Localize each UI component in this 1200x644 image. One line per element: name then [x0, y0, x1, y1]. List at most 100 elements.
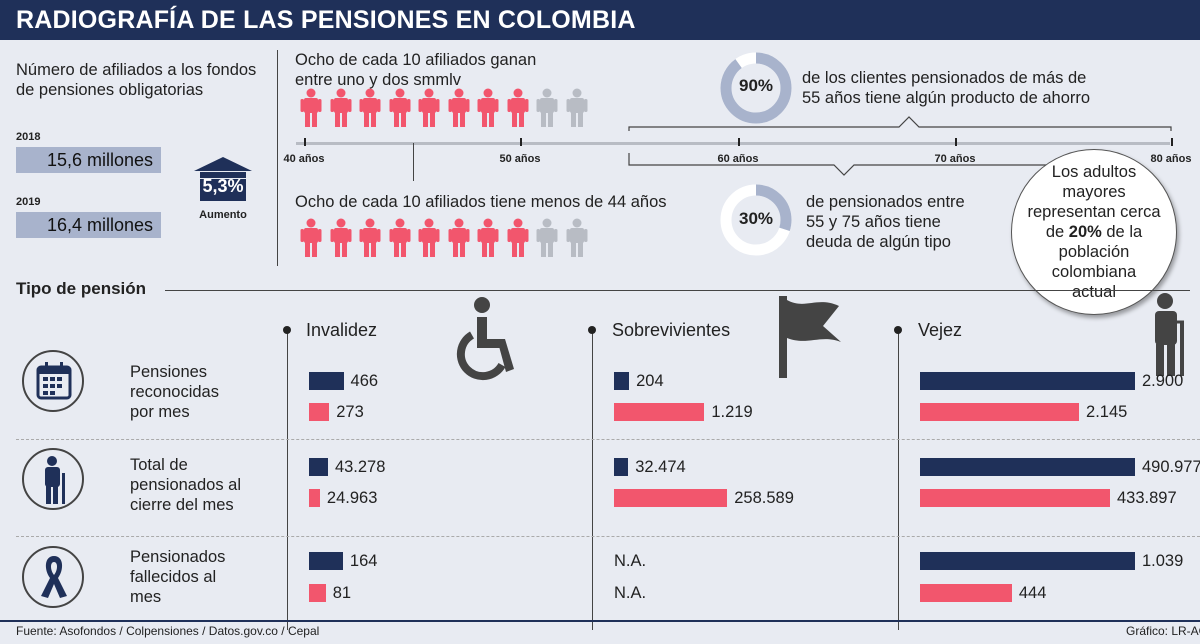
bar-value-label: 444 [1018, 584, 1047, 602]
section-title: Tipo de pensión [16, 279, 147, 298]
bar-value-label: N.A. [614, 552, 647, 570]
axis-tick [738, 138, 740, 146]
growth-pct: 5,3% [202, 176, 244, 196]
person-icon [330, 88, 351, 127]
donut-value-arc [720, 184, 792, 256]
header-bar [0, 0, 1200, 40]
year-2018: 2018 [16, 131, 41, 143]
stat-top-pct: 90% [738, 76, 774, 95]
bar-value-label: 1.039 [1142, 552, 1184, 570]
bar [614, 489, 728, 507]
row-label-fallecidos: Pensionados fallecidos al mes [130, 548, 226, 606]
bar-value-label: 1.219 [711, 403, 753, 421]
house-icon [194, 157, 252, 201]
bar [614, 458, 629, 476]
ribbon-icon [41, 556, 67, 598]
year-2019: 2019 [16, 196, 41, 208]
donut-30 [720, 184, 792, 256]
axis-tick [520, 138, 522, 146]
age-brackets [628, 116, 1172, 176]
bar [309, 458, 328, 476]
bar-value-label: 204 [636, 372, 664, 390]
axis-tick [1171, 138, 1173, 146]
vejez-dot [894, 326, 902, 334]
bar [920, 489, 1110, 507]
person-icon [418, 218, 440, 257]
section-rule [165, 290, 1190, 291]
person-icon [300, 88, 322, 127]
category-vejez: Vejez [918, 320, 963, 340]
person-icon [448, 218, 469, 257]
category-invalidez: Invalidez [306, 320, 378, 340]
axis-divider-44 [413, 143, 414, 181]
bar-value-label: N.A. [614, 584, 647, 602]
row-divider-1 [16, 439, 1200, 440]
person-icon [536, 218, 558, 257]
person-icon [389, 88, 410, 127]
person-icon [300, 218, 322, 257]
footer-credit: Gráfico: LR-AG [1126, 624, 1200, 638]
footer-rule [0, 620, 1200, 622]
person-icon [507, 218, 528, 257]
person-icon [389, 218, 410, 257]
axis-tick-label: 40 años [283, 153, 325, 165]
left-divider [277, 50, 278, 266]
person-icon [448, 88, 469, 127]
callout-bold: 20% [1068, 223, 1102, 241]
bar [614, 372, 630, 390]
sobrevivientes-dot [588, 326, 596, 334]
growth-label: Aumento [199, 209, 247, 221]
bar-value-label: 2.900 [1142, 372, 1184, 390]
bar-value-label: 81 [332, 584, 352, 602]
bar [920, 372, 1135, 390]
bar-value-label: 2.145 [1086, 403, 1128, 421]
elderly-person-icon [45, 456, 65, 504]
bar-value-label: 273 [336, 403, 364, 421]
person-icon [536, 88, 558, 127]
stat-bottom-pct: 30% [738, 209, 774, 228]
invalidez-rule [287, 330, 288, 630]
bar [920, 458, 1135, 476]
stat-top-text: de los clientes pensionados de más de 55… [802, 69, 1091, 107]
person-icon [566, 88, 587, 127]
bar-value-label: 164 [349, 552, 378, 570]
bar-value-label: 258.589 [734, 489, 794, 507]
axis-tick [955, 138, 957, 146]
vejez-rule [898, 330, 899, 630]
row-label-reconocidas: Pensiones reconocidas por mes [130, 363, 219, 421]
bar-value-label: 433.897 [1117, 489, 1177, 507]
person-icon [330, 218, 351, 257]
people-top-text: Ocho de cada 10 afiliados ganan entre un… [295, 51, 537, 89]
bar [920, 552, 1135, 570]
bar [309, 403, 330, 421]
bar-value-label: 490.977 [1142, 458, 1200, 476]
donut-value-arc [720, 52, 792, 124]
bar [920, 584, 1012, 602]
person-icon [477, 218, 499, 257]
afiliados-2018-box: 15,6 millones [16, 147, 161, 173]
callout-circle [1011, 149, 1177, 315]
sobrevivientes-rule [592, 330, 593, 630]
row-label-total: Total de pensionados al cierre del mes [130, 456, 242, 514]
age-axis [296, 142, 1170, 145]
axis-tick-label: 80 años [1150, 153, 1192, 165]
flag-icon [779, 296, 841, 378]
person-icon [418, 88, 440, 127]
bar-value-label: 32.474 [635, 458, 686, 476]
row-divider-2 [16, 536, 1200, 537]
bar [309, 584, 326, 602]
bar [309, 372, 344, 390]
people-bottom-text: Ocho de cada 10 afiliados tiene menos de… [295, 193, 667, 211]
person-icon [359, 218, 381, 257]
afiliados-label: Número de afiliados a los fondos de pens… [16, 61, 257, 99]
footer-source: Fuente: Asofondos / Colpensiones / Datos… [16, 624, 320, 638]
bar-value-label: 466 [350, 372, 379, 390]
person-icon [507, 88, 528, 127]
calendar-icon [36, 362, 72, 400]
elderly-person-icon [1155, 293, 1184, 376]
category-sobrevivientes: Sobrevivientes [612, 320, 731, 340]
axis-tick-label: 50 años [499, 153, 541, 165]
stat-bottom-text: de pensionados entre 55 y 75 años tiene … [806, 193, 965, 251]
axis-tick [304, 138, 306, 146]
bar [920, 403, 1080, 421]
